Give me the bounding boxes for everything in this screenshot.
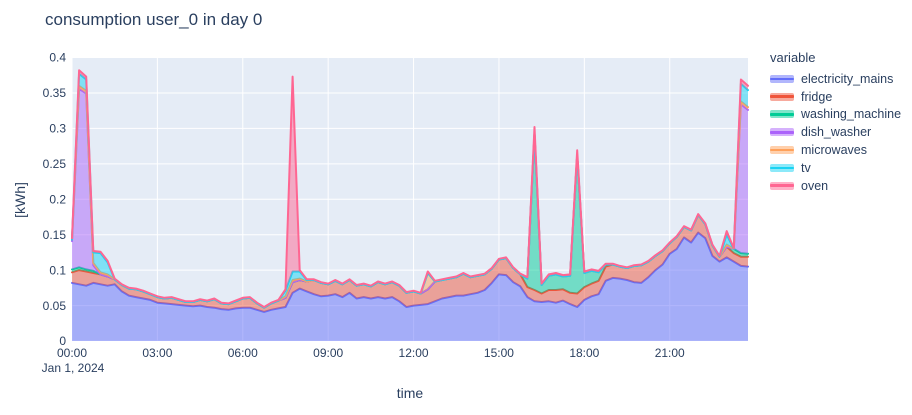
svg-text:18:00: 18:00: [569, 346, 599, 360]
svg-text:03:00: 03:00: [142, 346, 172, 360]
legend-swatch-dish_washer: [770, 128, 794, 137]
legend-label: washing_machine: [801, 107, 902, 122]
svg-text:0.05: 0.05: [43, 299, 67, 313]
legend-swatch-tv: [770, 163, 794, 172]
legend-label: dish_washer: [801, 125, 872, 140]
svg-text:0.4: 0.4: [49, 51, 66, 65]
legend-label: microwaves: [801, 143, 867, 158]
svg-text:0.2: 0.2: [49, 192, 66, 206]
svg-text:12:00: 12:00: [399, 346, 429, 360]
legend-item-oven[interactable]: oven: [770, 177, 901, 195]
area-washing_machine: [72, 134, 748, 308]
svg-text:00:00: 00:00: [57, 346, 87, 360]
legend-title: variable: [770, 50, 816, 65]
area-electricity_mains: [72, 232, 748, 341]
svg-text:0.35: 0.35: [43, 86, 67, 100]
legend-item-fridge[interactable]: fridge: [770, 88, 901, 106]
y-tick-labels: 0 0.05 0.1 0.15 0.2 0.25 0.3 0.35 0.4: [43, 51, 67, 349]
legend-item-electricity_mains[interactable]: electricity_mains: [770, 70, 901, 88]
line-oven: [71, 69, 749, 308]
legend-swatch-microwaves: [770, 146, 794, 155]
legend-label: electricity_mains: [801, 71, 894, 86]
svg-text:0: 0: [59, 334, 66, 348]
svg-text:09:00: 09:00: [313, 346, 343, 360]
legend-swatch-fridge: [770, 92, 794, 101]
svg-text:0.1: 0.1: [49, 263, 66, 277]
legend-swatch-washing_machine: [770, 110, 794, 119]
svg-text:0.15: 0.15: [43, 228, 67, 242]
y-axis-title: [kWh]: [12, 182, 28, 218]
svg-text:21:00: 21:00: [655, 346, 685, 360]
legend-item-dish_washer[interactable]: dish_washer: [770, 123, 901, 141]
svg-text:06:00: 06:00: [228, 346, 258, 360]
legend-label: fridge: [801, 89, 833, 104]
legend-label: oven: [801, 178, 829, 193]
legend-swatch-electricity_mains: [770, 74, 794, 83]
legend-item-washing_machine[interactable]: washing_machine: [770, 106, 901, 124]
svg-text:0.3: 0.3: [49, 122, 66, 136]
x-tick-labels: 00:00 03:00 06:00 09:00 12:00 15:00 18:00 21:00: [57, 346, 685, 360]
legend-item-tv[interactable]: tv: [770, 159, 901, 177]
legend-item-microwaves[interactable]: microwaves: [770, 141, 901, 159]
chart-title: consumption user_0 in day 0: [45, 10, 263, 29]
x-axis-title: time: [396, 385, 424, 401]
legend-swatch-oven: [770, 181, 794, 190]
svg-text:15:00: 15:00: [484, 346, 514, 360]
svg-text:0.25: 0.25: [43, 157, 67, 171]
legend-label: tv: [801, 160, 811, 175]
x-axis-date-annotation: Jan 1, 2024: [41, 361, 105, 375]
